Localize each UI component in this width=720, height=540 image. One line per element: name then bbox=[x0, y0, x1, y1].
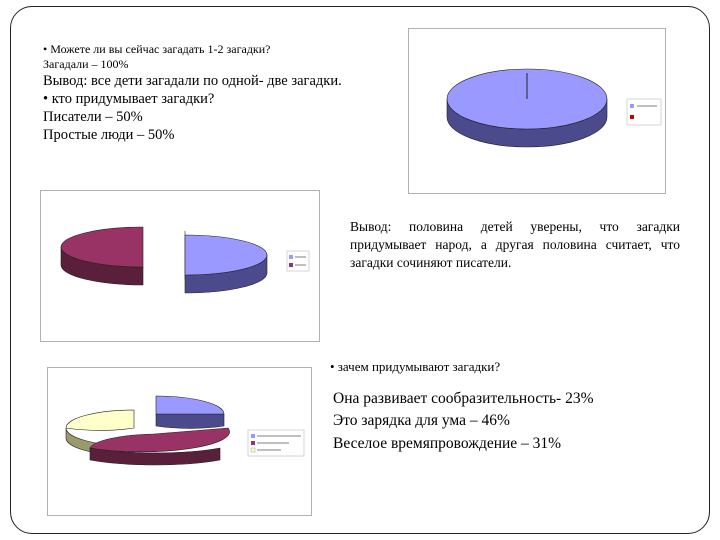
answer-3-ingenuity: Она развивает сообразительность- 23% bbox=[333, 390, 594, 407]
answers-3: Она развивает сообразительность- 23% Это… bbox=[333, 388, 594, 455]
pie3-slice-blue bbox=[155, 395, 225, 415]
conclusion-1: Вывод: все дети загадали по одной- две з… bbox=[43, 73, 342, 89]
pie2-legend-swatch-1 bbox=[289, 255, 293, 259]
pie3-legend bbox=[247, 429, 305, 457]
answer-2-people: Простые люди – 50% bbox=[43, 127, 175, 144]
pie1-legend-swatch-1 bbox=[630, 104, 634, 108]
pie1-legend bbox=[626, 98, 662, 126]
answer-2-writers: Писатели – 50% bbox=[43, 109, 143, 126]
slide-frame bbox=[10, 6, 710, 534]
survey-block-1: • Можете ли вы сейчас загадать 1-2 загад… bbox=[43, 42, 363, 145]
pie-chart-1 bbox=[408, 28, 666, 194]
answer-3-fun-pastime: Веселое времяпровождение – 31% bbox=[333, 434, 562, 452]
pie2-slice-right bbox=[184, 234, 268, 276]
question-3: • зачем придумывают загадки? bbox=[330, 359, 501, 374]
pie-chart-3 bbox=[47, 367, 312, 516]
pie3-slice-purple bbox=[89, 427, 230, 453]
conclusion-2: Вывод: половина детей уверены, что загад… bbox=[350, 219, 680, 270]
pie2-legend-swatch-2 bbox=[289, 263, 293, 267]
pie3-legend-swatch-2 bbox=[251, 441, 255, 445]
pie1-legend-swatch-2 bbox=[630, 115, 634, 119]
pie3-legend-swatch-3 bbox=[250, 447, 256, 453]
question-2: • кто придумывает загадки? bbox=[43, 91, 215, 108]
pie3-legend-swatch-1 bbox=[251, 434, 255, 438]
pie3-slice-yellow bbox=[65, 409, 135, 431]
pie-chart-2 bbox=[40, 190, 320, 342]
question-1: • Можете ли вы сейчас загадать 1-2 загад… bbox=[43, 42, 271, 56]
pie2-slice-left bbox=[60, 226, 144, 268]
answer-3-mind-exercise: Это зарядка для ума – 46% bbox=[333, 412, 510, 430]
pie2-legend bbox=[286, 250, 310, 272]
answer-1: Загадали – 100% bbox=[43, 57, 129, 71]
pie3-side-purple bbox=[89, 447, 221, 466]
pie3-side-blue bbox=[155, 413, 225, 429]
